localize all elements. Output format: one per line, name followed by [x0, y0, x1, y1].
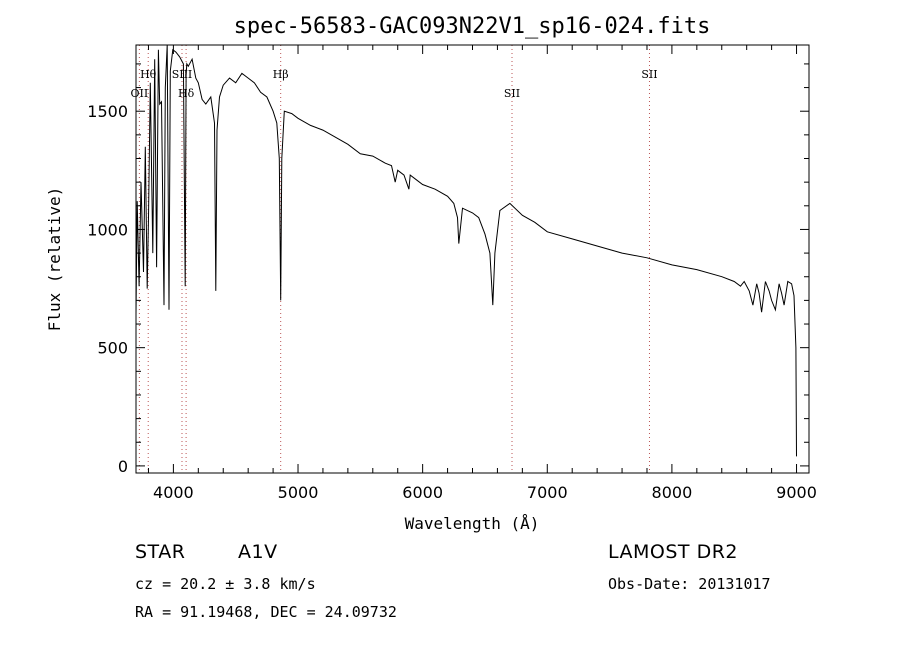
survey-name: LAMOST DR2 — [608, 541, 738, 563]
line-label-Hθ: Hθ — [140, 68, 157, 81]
observation-date: Obs-Date: 20131017 — [608, 575, 771, 593]
redshift-cz: cz = 20.2 ± 3.8 km/s — [135, 575, 316, 593]
object-class: STAR — [135, 541, 186, 563]
x-tick-label: 4000 — [153, 483, 194, 502]
line-label-SIII: SIII — [172, 68, 193, 81]
x-tick-label: 8000 — [652, 483, 693, 502]
x-tick-label: 5000 — [278, 483, 319, 502]
spectrum-series-line — [135, 44, 797, 457]
x-tick-label: 9000 — [776, 483, 817, 502]
x-tick-label: 6000 — [402, 483, 443, 502]
plot-frame — [135, 44, 810, 474]
chart-title: spec-56583-GAC093N22V1_sp16-024.fits — [234, 14, 711, 39]
line-label-Hβ: Hβ — [273, 68, 289, 81]
y-tick-label: 500 — [97, 339, 128, 358]
x-axis-label: Wavelength (Å) — [405, 514, 540, 533]
line-label-SII: SII — [641, 68, 657, 81]
y-tick-label: 0 — [118, 457, 128, 476]
y-tick-label: 1500 — [87, 102, 128, 121]
line-label-OII: OII — [131, 87, 149, 100]
y-tick-label: 1000 — [87, 220, 128, 239]
ra-dec-coordinates: RA = 91.19468, DEC = 24.09732 — [135, 603, 397, 621]
x-tick-label: 7000 — [527, 483, 568, 502]
line-label-SII: SII — [504, 87, 520, 100]
y-axis-label: Flux (relative) — [45, 187, 64, 332]
axis-ticks: 4000 5000 6000 7000 8000 9000 0 500 1000 1500 — [87, 45, 817, 502]
object-subclass: A1V — [238, 541, 278, 563]
